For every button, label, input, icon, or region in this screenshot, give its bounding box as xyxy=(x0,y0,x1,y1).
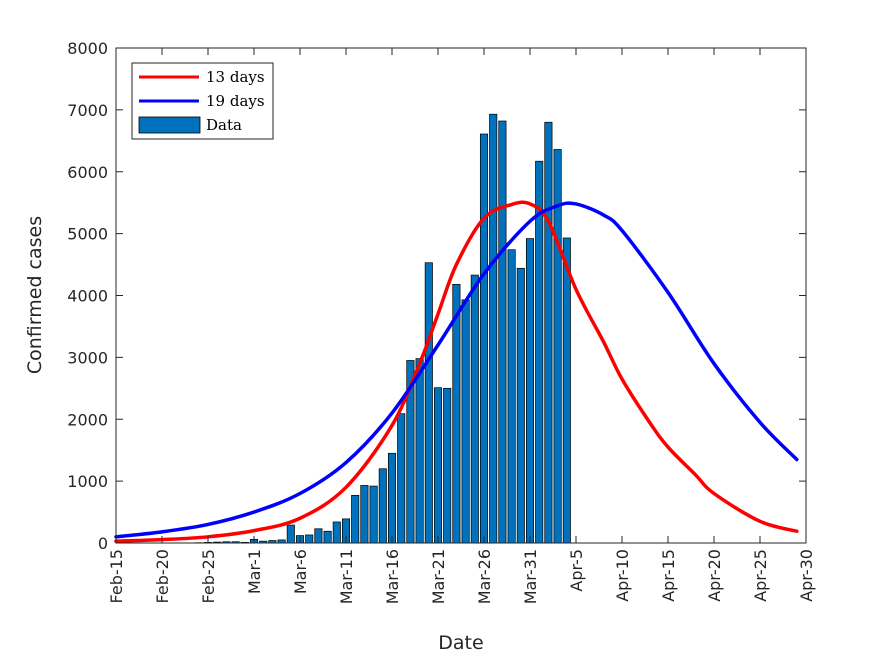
bar-2020-03-10 xyxy=(332,521,341,544)
y-tick-label-1000: 1000 xyxy=(67,472,108,491)
y-tick-label-5000: 5000 xyxy=(67,225,108,244)
y-tick-label-6000: 6000 xyxy=(67,163,108,182)
x-tick-label-Apr-25: Apr-25 xyxy=(751,549,770,602)
bar-2020-03-27 xyxy=(489,113,498,544)
x-tick-label-Feb-15: Feb-15 xyxy=(107,549,126,603)
x-tick-label-Apr-15: Apr-15 xyxy=(659,549,678,602)
bar-2020-03-29 xyxy=(507,249,516,544)
bar-2020-04-02 xyxy=(544,121,553,544)
bar-2020-03-26 xyxy=(479,133,489,544)
x-tick-label-Mar-6: Mar-6 xyxy=(291,549,310,594)
x-tick-label-Apr-5: Apr-5 xyxy=(567,549,586,592)
x-tick-label-Feb-25: Feb-25 xyxy=(199,549,218,603)
legend-label-data: Data xyxy=(206,116,242,134)
x-tick-label-Apr-10: Apr-10 xyxy=(613,549,632,602)
bar-2020-03-08 xyxy=(314,528,323,544)
bar-2020-03-14 xyxy=(369,485,378,544)
bar-2020-03-15 xyxy=(378,468,387,544)
y-tick-label-4000: 4000 xyxy=(67,287,108,306)
bar-2020-03-22 xyxy=(443,387,452,544)
bar-2020-03-13 xyxy=(360,485,369,544)
x-tick-label-Apr-20: Apr-20 xyxy=(705,549,724,602)
y-tick-label-7000: 7000 xyxy=(67,101,108,120)
bar-2020-03-07 xyxy=(305,534,314,544)
x-tick-label-Feb-20: Feb-20 xyxy=(153,549,172,603)
bar-2020-04-04 xyxy=(562,237,571,544)
x-tick-label-Mar-11: Mar-11 xyxy=(337,549,356,604)
x-tick-label-Mar-16: Mar-16 xyxy=(383,549,402,604)
bar-2020-03-25 xyxy=(470,274,479,544)
legend-label-19-days: 19 days xyxy=(206,92,265,110)
legend-label-13-days: 13 days xyxy=(206,68,265,86)
y-tick-label-0: 0 xyxy=(98,534,108,553)
bar-2020-03-12 xyxy=(351,495,360,544)
bar-2020-03-19 xyxy=(415,358,424,544)
x-axis-label: Date xyxy=(438,632,483,654)
x-tick-label-Apr-30: Apr-30 xyxy=(797,549,816,602)
bar-2020-03-09 xyxy=(323,530,332,544)
x-tick-label-Mar-26: Mar-26 xyxy=(475,549,494,604)
bar-series xyxy=(194,113,571,544)
bar-2020-03-24 xyxy=(461,299,470,544)
y-tick-label-2000: 2000 xyxy=(67,410,108,429)
line-series xyxy=(114,200,799,543)
bar-2020-03-21 xyxy=(433,387,443,544)
bar-2020-04-01 xyxy=(535,160,544,544)
x-tick-label-Mar-31: Mar-31 xyxy=(521,549,540,604)
legend-swatch-data xyxy=(138,116,201,134)
x-tick-label-Mar-1: Mar-1 xyxy=(245,549,264,594)
bar-2020-03-16 xyxy=(387,452,397,544)
bar-2020-03-30 xyxy=(516,267,525,544)
bar-2020-03-05 xyxy=(286,524,295,544)
y-tick-label-8000: 8000 xyxy=(67,39,108,58)
y-axis-label: Confirmed cases xyxy=(24,216,46,374)
bar-2020-03-31 xyxy=(525,238,535,544)
line-19-days xyxy=(114,201,799,539)
y-axis: 0 1000 2000 3000 4000 5000 6000 7000 8000 xyxy=(67,39,806,553)
legend: 13 days 19 days Data xyxy=(131,62,274,140)
y-tick-label-3000: 3000 xyxy=(67,348,108,367)
x-tick-label-Mar-21: Mar-21 xyxy=(429,549,448,604)
line-13-days xyxy=(114,200,799,543)
bar-2020-03-28 xyxy=(498,120,507,544)
bar-2020-03-20 xyxy=(424,262,433,544)
x-axis: Feb-15 Feb-20 Feb-25 Mar-1 Mar-6 Mar-11 Mar-16… xyxy=(107,48,816,604)
bar-2020-03-17 xyxy=(397,413,406,544)
